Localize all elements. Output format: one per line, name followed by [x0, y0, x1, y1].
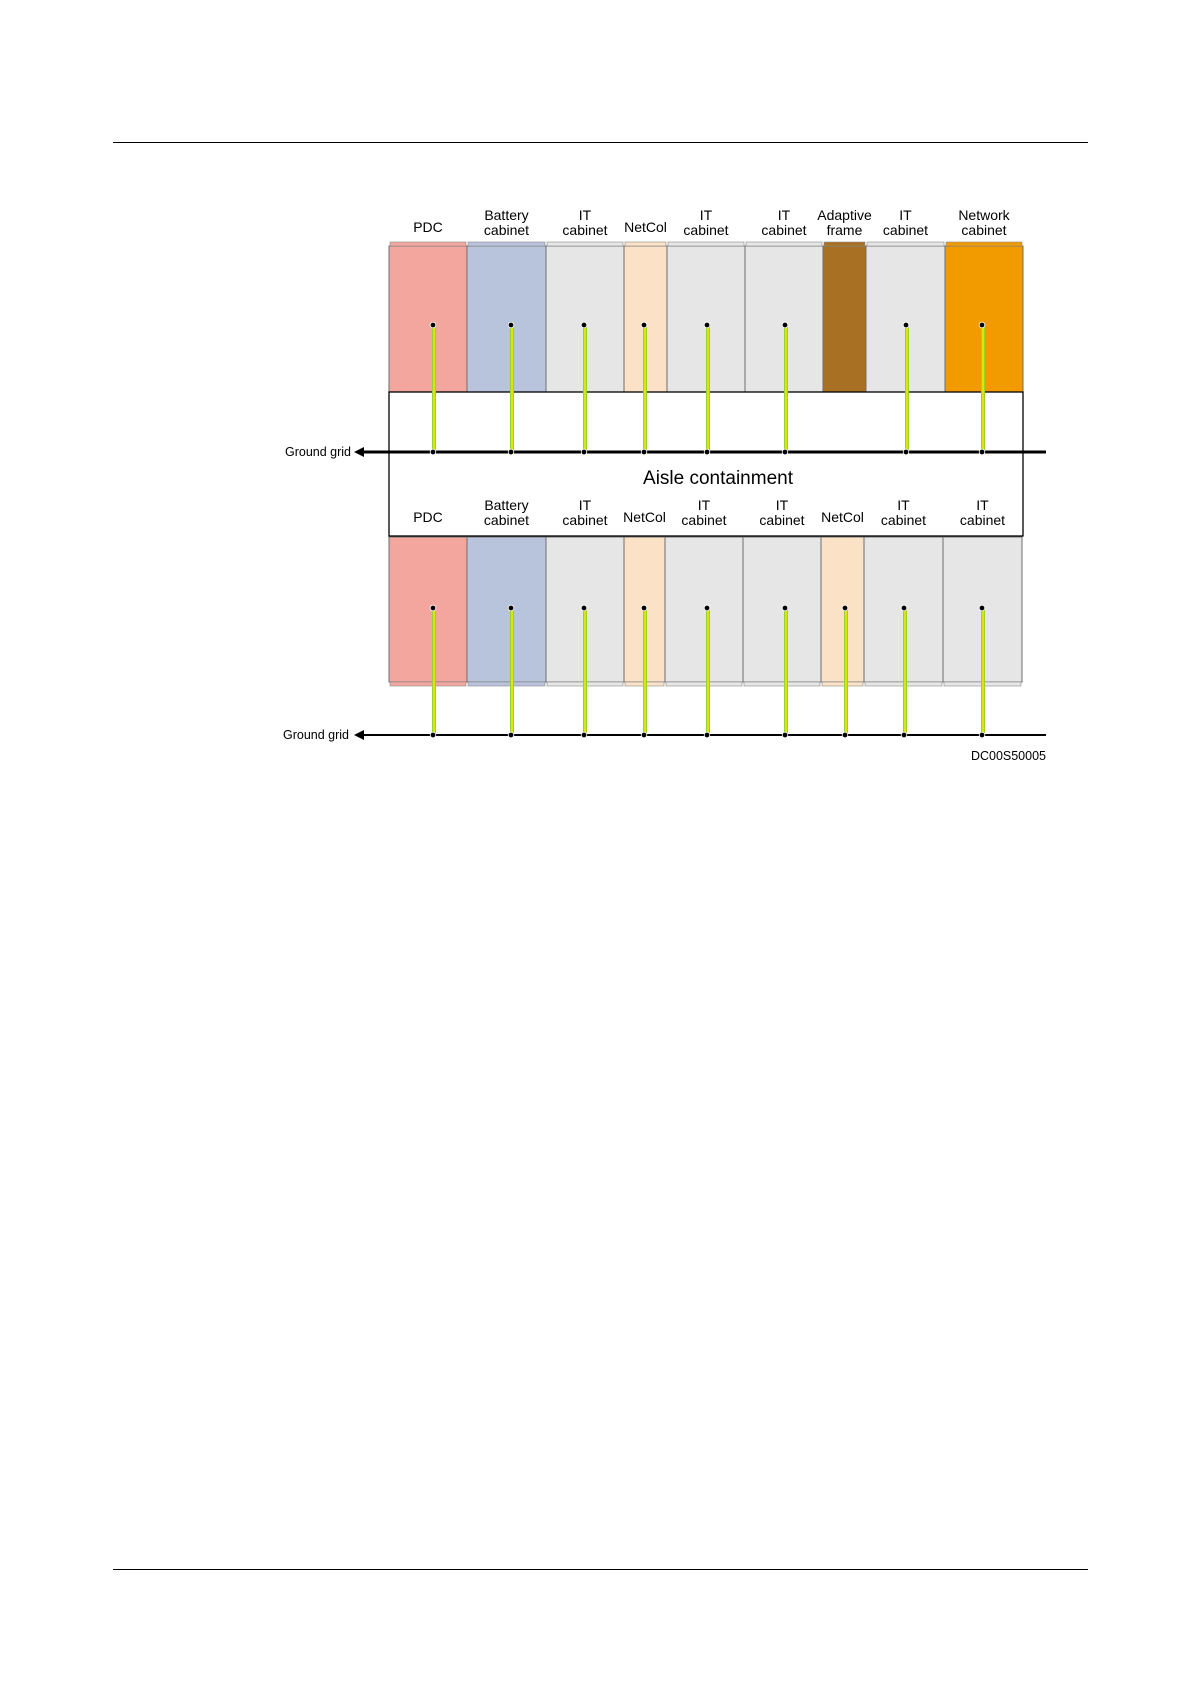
bottom-it-cabinet-9-ground-terminal: [978, 604, 986, 612]
bottom-it-cabinet-9-label: cabinet: [960, 512, 1005, 528]
bottom-netcol-4-grid-connection: [640, 731, 648, 739]
footer-rule: [113, 1569, 1088, 1570]
top-it-cabinet-3-label: IT: [579, 207, 592, 223]
bottom-it-cabinet-6-cap: [743, 681, 821, 687]
ground-cables: [432, 325, 985, 735]
top-pdc-1-cap: [389, 241, 467, 247]
aisle-containment-label: Aisle containment: [643, 468, 794, 489]
bottom-it-cabinet-3-grid-connection: [580, 731, 588, 739]
top-it-cabinet-8-ground-terminal: [902, 321, 910, 329]
bottom-netcol-7-ground-terminal: [841, 604, 849, 612]
top-it-cabinet-6-label: cabinet: [761, 222, 806, 238]
bottom-it-cabinet-8-grid-connection: [900, 731, 908, 739]
bottom-it-cabinet-3-label: IT: [579, 497, 592, 513]
bottom-pdc-1-label: PDC: [413, 509, 443, 525]
bottom-netcol-7-cap: [821, 681, 864, 687]
top-it-cabinet-6-grid-connection: [781, 448, 789, 456]
top-battery-cabinet-2-label: Battery: [484, 207, 528, 223]
top-battery-cabinet-2-cap: [467, 241, 546, 247]
bottom-pdc-1-ground-terminal: [429, 604, 437, 612]
bottom-it-cabinet-6-grid-connection: [781, 731, 789, 739]
bottom-battery-cabinet-2-cap: [467, 681, 546, 687]
top-adaptive-frame-7-label: Adaptive: [817, 207, 872, 223]
top-it-cabinet-6-label: IT: [778, 207, 791, 223]
bottom-it-cabinet-8-label: cabinet: [881, 512, 926, 528]
bottom-it-cabinet-3-ground-terminal: [580, 604, 588, 612]
ground-connection-points: [429, 321, 986, 739]
bottom-it-cabinet-5-label: cabinet: [681, 512, 726, 528]
top-it-cabinet-8-label: cabinet: [883, 222, 928, 238]
header-rule: [113, 142, 1088, 143]
top-pdc-1: [388, 245, 468, 393]
top-it-cabinet-3-grid-connection: [580, 448, 588, 456]
bottom-it-cabinet-6-label: cabinet: [759, 512, 804, 528]
top-it-cabinet-3-ground-terminal: [580, 321, 588, 329]
top-it-cabinet-3-label: cabinet: [562, 222, 607, 238]
top-it-cabinet-6-ground-terminal: [781, 321, 789, 329]
top-network-cabinet-9-cap: [945, 241, 1023, 247]
bottom-it-cabinet-5-cap: [665, 681, 743, 687]
bottom-netcol-4-ground-terminal: [640, 604, 648, 612]
bottom-pdc-1-grid-connection: [429, 731, 437, 739]
top-netcol-4-ground-terminal: [640, 321, 648, 329]
bottom-netcol-7-grid-connection: [841, 731, 849, 739]
bottom-it-cabinet-5-label: IT: [698, 497, 711, 513]
top-network-cabinet-9-ground-terminal: [978, 321, 986, 329]
top-it-cabinet-5-label: cabinet: [683, 222, 728, 238]
bottom-cabinet-row: [388, 536, 1023, 687]
figure-code: DC00S50005: [971, 749, 1046, 763]
bottom-netcol-4-label: NetCol: [623, 509, 666, 525]
top-it-cabinet-5-label: IT: [700, 207, 713, 223]
ground-grid-top-label: Ground grid: [285, 445, 351, 459]
bottom-pdc-1: [388, 536, 468, 683]
bottom-battery-cabinet-2: [466, 536, 547, 683]
top-battery-cabinet-2-label: cabinet: [484, 222, 529, 238]
bottom-netcol-7-label: NetCol: [821, 509, 864, 525]
top-it-cabinet-5-grid-connection: [703, 448, 711, 456]
top-it-cabinet-8-cap: [866, 241, 945, 247]
top-pdc-1-label: PDC: [413, 219, 443, 235]
bottom-it-cabinet-5: [664, 536, 744, 683]
bottom-it-cabinet-8-ground-terminal: [900, 604, 908, 612]
top-battery-cabinet-2: [466, 245, 547, 393]
bottom-it-cabinet-5-ground-terminal: [703, 604, 711, 612]
top-adaptive-frame-7-label: frame: [827, 222, 863, 238]
bottom-pdc-1-cap: [389, 681, 467, 687]
top-it-cabinet-6-cap: [745, 241, 823, 247]
top-netcol-4-grid-connection: [640, 448, 648, 456]
top-it-cabinet-5-ground-terminal: [703, 321, 711, 329]
ground-grid-bottom-label: Ground grid: [283, 728, 349, 742]
top-netcol-4-label: NetCol: [624, 219, 667, 235]
bottom-battery-cabinet-2-label: cabinet: [484, 512, 529, 528]
bottom-battery-cabinet-2-ground-terminal: [507, 604, 515, 612]
bottom-it-cabinet-6-label: IT: [776, 497, 789, 513]
top-pdc-1-grid-connection: [429, 448, 437, 456]
top-battery-cabinet-2-grid-connection: [507, 448, 515, 456]
top-network-cabinet-9-label: Network: [958, 207, 1010, 223]
top-it-cabinet-8-label: IT: [899, 207, 912, 223]
top-battery-cabinet-2-ground-terminal: [507, 321, 515, 329]
bottom-it-cabinet-5-grid-connection: [703, 731, 711, 739]
bottom-it-cabinet-9-grid-connection: [978, 731, 986, 739]
bottom-it-cabinet-6: [742, 536, 822, 683]
top-network-cabinet-9-grid-connection: [978, 448, 986, 456]
bottom-it-cabinet-9-label: IT: [976, 497, 989, 513]
top-it-cabinet-3-cap: [546, 241, 624, 247]
bottom-battery-cabinet-2-grid-connection: [507, 731, 515, 739]
bottom-it-cabinet-8-label: IT: [897, 497, 910, 513]
ground-grid-top-arrow: [354, 447, 364, 457]
ground-grid-bottom-arrow: [354, 730, 364, 740]
bottom-it-cabinet-3-label: cabinet: [562, 512, 607, 528]
top-adaptive-frame-7-cap: [823, 241, 866, 247]
top-it-cabinet-8-grid-connection: [902, 448, 910, 456]
top-network-cabinet-9-label: cabinet: [961, 222, 1006, 238]
bottom-it-cabinet-6-ground-terminal: [781, 604, 789, 612]
bottom-battery-cabinet-2-label: Battery: [484, 497, 528, 513]
top-adaptive-frame-7: [822, 245, 867, 393]
top-pdc-1-ground-terminal: [429, 321, 437, 329]
top-it-cabinet-5-cap: [667, 241, 745, 247]
top-netcol-4-cap: [624, 241, 667, 247]
